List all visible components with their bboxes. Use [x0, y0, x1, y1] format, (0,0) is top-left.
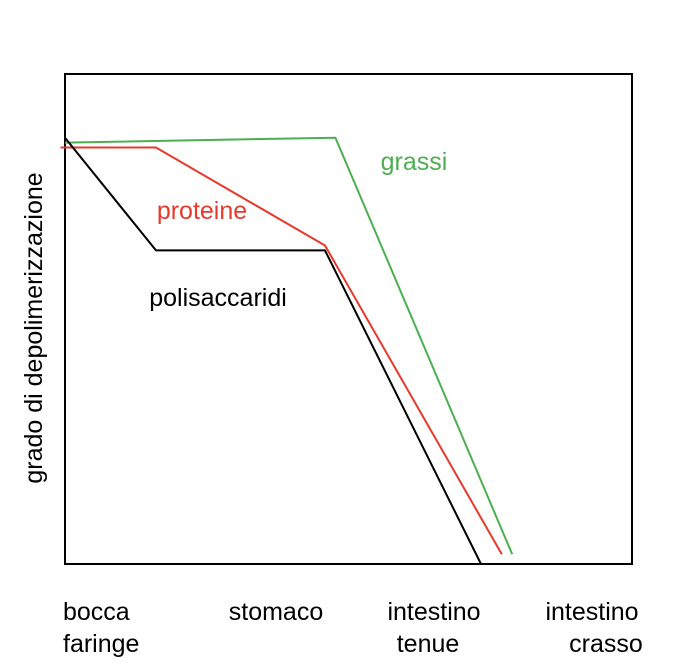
x-tick-label: stomaco [229, 598, 323, 626]
series-line-grassi [64, 136, 514, 555]
series-label-layer: grassi proteine polisaccaridi [149, 148, 447, 312]
plot-frame [64, 73, 633, 565]
x-tick-labels: bocca faringe stomaco intestino tenue intesti… [63, 598, 643, 658]
series-label-proteine: proteine [157, 197, 247, 225]
x-tick-label: faringe [63, 630, 139, 658]
series-layer [60, 136, 514, 565]
x-tick-label: crasso [569, 630, 643, 658]
series-label-polisaccaridi: polisaccaridi [149, 284, 287, 312]
series-line-polisaccaridi [64, 137, 482, 565]
x-tick-label: bocca [63, 598, 130, 626]
y-axis-label: grado di depolimerizzazione [20, 172, 48, 483]
series-line-proteine [60, 146, 503, 555]
series-label-grassi: grassi [381, 148, 448, 176]
x-tick-label: intestino [387, 598, 480, 626]
x-tick-label: intestino [545, 598, 638, 626]
x-tick-label: tenue [397, 630, 460, 658]
